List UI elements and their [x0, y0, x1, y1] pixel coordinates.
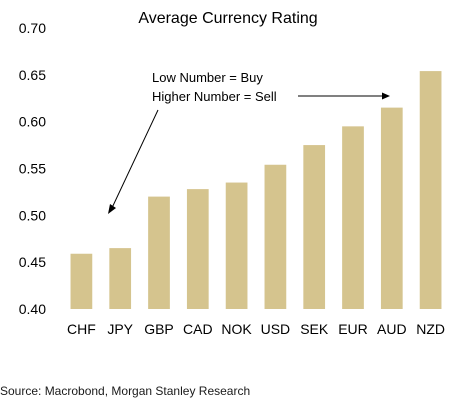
bar-usd — [264, 164, 287, 309]
annotations: Low Number = Buy Higher Number = Sell — [108, 70, 390, 214]
bar-cad — [186, 189, 209, 309]
x-axis: CHF JPY GBP CAD NOK USD SEK EUR AUD NZD — [67, 321, 445, 337]
bar-chart: Average Currency Rating 0.40 0.45 0.50 0.55… — [19, 10, 445, 337]
y-tick-label: 0.65 — [19, 67, 46, 83]
x-tick-label: NOK — [221, 321, 252, 337]
bar-jpy — [109, 248, 132, 309]
x-tick-label: CHF — [67, 321, 96, 337]
x-tick-label: GBP — [144, 321, 174, 337]
y-tick-label: 0.60 — [19, 114, 46, 130]
y-tick-label: 0.70 — [19, 20, 46, 36]
y-tick-label: 0.50 — [19, 207, 46, 223]
x-tick-label: EUR — [338, 321, 368, 337]
annotation-sell: Higher Number = Sell — [152, 89, 277, 104]
bar-gbp — [148, 196, 170, 309]
bar-aud — [380, 107, 403, 309]
arrowhead-sell — [382, 92, 390, 100]
y-tick-label: 0.55 — [19, 161, 46, 177]
x-tick-label: SEK — [300, 321, 329, 337]
bar-sek — [303, 145, 326, 309]
arrowhead-buy — [108, 204, 116, 214]
y-tick-label: 0.45 — [19, 254, 46, 270]
x-tick-label: AUD — [377, 321, 407, 337]
bar-eur — [342, 126, 364, 309]
arrow-buy — [110, 109, 159, 211]
x-tick-label: CAD — [183, 321, 213, 337]
x-tick-label: JPY — [107, 321, 133, 337]
bar-nzd — [419, 71, 442, 309]
x-tick-label: USD — [261, 321, 291, 337]
source-note: Source: Macrobond, Morgan Stanley Resear… — [0, 384, 251, 398]
annotation-buy: Low Number = Buy — [152, 70, 263, 85]
bars — [70, 71, 442, 309]
bar-chf — [70, 253, 93, 309]
chart-title: Average Currency Rating — [138, 10, 317, 27]
y-axis: 0.40 0.45 0.50 0.55 0.60 0.65 0.70 — [19, 20, 46, 317]
y-tick-label: 0.40 — [19, 301, 46, 317]
bar-nok — [225, 182, 248, 309]
x-tick-label: NZD — [416, 321, 445, 337]
